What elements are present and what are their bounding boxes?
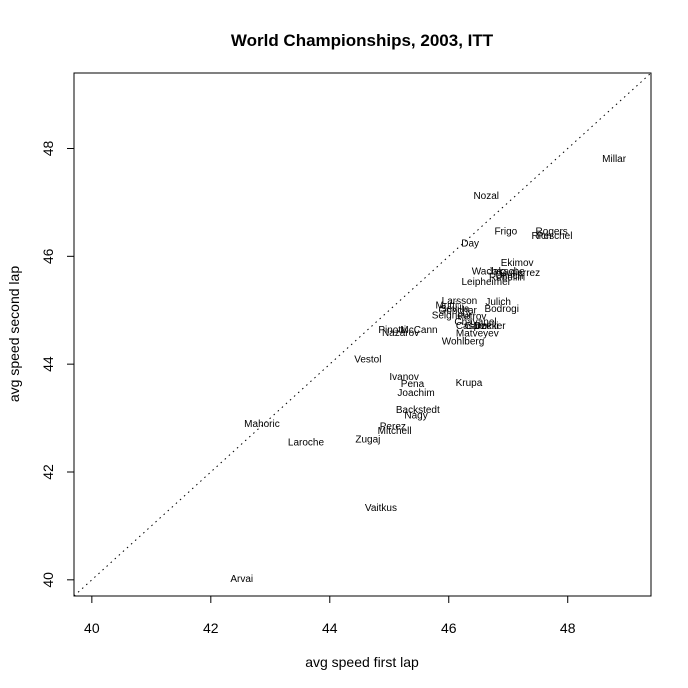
point-label-millar: Millar: [602, 154, 627, 165]
point-label-zugaj: Zugaj: [355, 435, 380, 446]
x-axis-label: avg speed first lap: [305, 654, 419, 670]
point-label-backstedt: Backstedt: [396, 405, 440, 416]
point-label-julich: Julich: [485, 297, 511, 308]
point-label-matveyev: Matveyev: [456, 328, 499, 339]
y-tick-label: 42: [40, 464, 56, 480]
point-label-pena: Pena: [401, 379, 425, 390]
point-label-garzelli: Garzelli: [465, 321, 499, 332]
point-label-peschel: Peschel: [537, 231, 573, 242]
x-tick-label: 42: [203, 620, 219, 636]
y-tick-label: 44: [40, 356, 56, 372]
point-label-nagy: Nagy: [404, 410, 427, 421]
point-label-sevilla: Sevilla: [440, 304, 470, 315]
point-label-mitchell: Mitchell: [378, 426, 412, 437]
point-label-gutierrez: Gutierrez: [499, 268, 540, 279]
point-label-rogers: Rogers: [536, 226, 568, 237]
point-label-nazarov: Nazarov: [382, 328, 419, 339]
point-label-casper: Casper: [456, 321, 489, 332]
point-label-laroche: Laroche: [288, 437, 325, 448]
point-label-frigo: Frigo: [494, 226, 517, 237]
point-label-mccann: McCann: [400, 325, 437, 336]
point-label-bodrogi: Bodrogi: [484, 304, 518, 315]
x-tick-label: 46: [441, 620, 457, 636]
point-label-ullrich: Ullrich: [496, 271, 524, 282]
point-label-leipheimer: Leipheimer: [461, 277, 511, 288]
y-tick-label: 48: [40, 140, 56, 156]
x-tick-label: 44: [322, 620, 338, 636]
point-label-chavanel: Chavanel: [454, 317, 496, 328]
y-tick-label: 40: [40, 572, 56, 588]
y-axis-label: avg speed second lap: [6, 266, 22, 402]
point-label-petrov: Petrov: [457, 312, 486, 323]
point-label-arvai: Arvai: [230, 574, 253, 585]
plot-frame: [73, 72, 652, 597]
y-tick-label: 46: [40, 248, 56, 264]
point-label-rich: Rich: [532, 231, 552, 242]
x-tick-label: 48: [560, 620, 576, 636]
point-label-nozal: Nozal: [473, 191, 499, 202]
chart-title: World Championships, 2003, ITT: [231, 31, 494, 50]
point-label-pinotti: Pinotti: [378, 325, 406, 336]
point-label-wohlberg: Wohlberg: [442, 336, 485, 347]
identity-reference-line: [73, 72, 652, 597]
y-axis: 40 42 44 46 48: [40, 140, 74, 588]
point-label-mahoric: Mahoric: [244, 419, 280, 430]
point-label-seigneur: Seigneur: [432, 311, 473, 322]
point-label-mutti: Mutti: [436, 300, 458, 311]
point-label-perez: Perez: [380, 422, 406, 433]
point-label-wachs: Wachs: [472, 266, 502, 277]
point-label-vaitkus: Vaitkus: [365, 503, 397, 514]
point-label-ekimov: Ekimov: [501, 258, 534, 269]
point-label-day: Day: [461, 238, 479, 249]
point-label-joachim: Joachim: [397, 388, 434, 399]
point-label-larsson: Larsson: [442, 296, 478, 307]
point-label-gonchar: Gonchar: [438, 306, 477, 317]
point-label-krupa: Krupa: [456, 378, 483, 389]
point-label-rebellin: Rebellin: [489, 272, 525, 283]
point-label-jaksche: Jaksche: [488, 266, 525, 277]
point-label-ivanov: Ivanov: [389, 372, 418, 383]
point-label-dekker: Dekker: [474, 321, 506, 332]
point-label-vestol: Vestol: [354, 354, 381, 365]
x-axis: 40 42 44 46 48: [84, 596, 576, 636]
x-tick-label: 40: [84, 620, 100, 636]
